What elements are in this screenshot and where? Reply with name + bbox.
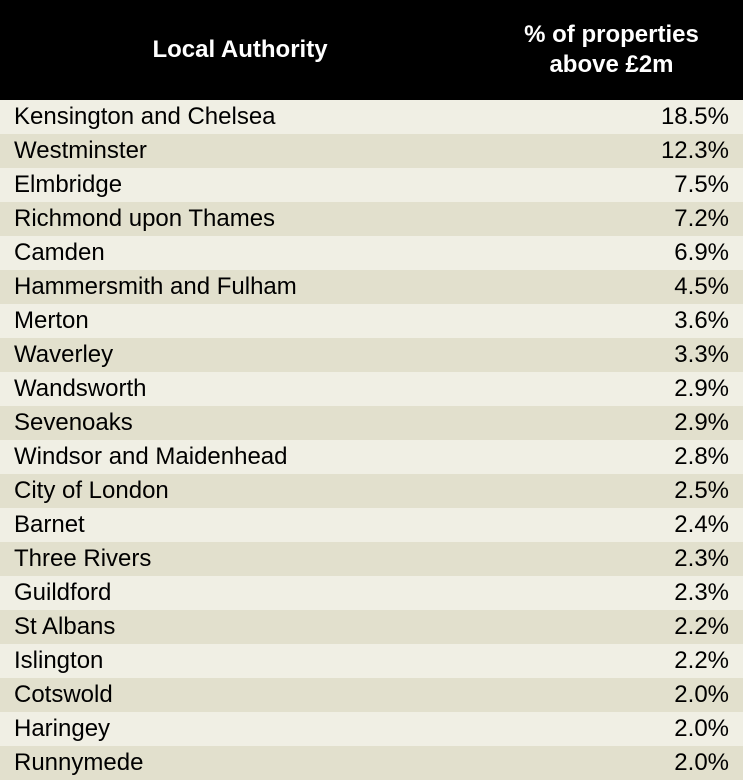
percent-value-cell: 6.9% [480,236,743,270]
authority-name-cell: Three Rivers [0,542,480,576]
table-body: Kensington and Chelsea 18.5% Westminster 12… [0,100,743,780]
column-header-local-authority: Local Authority [0,0,480,100]
percent-value-cell: 2.0% [480,678,743,712]
percent-value-cell: 2.3% [480,542,743,576]
percent-value-cell: 2.2% [480,644,743,678]
authority-name-cell: Islington [0,644,480,678]
percent-value-cell: 2.0% [480,712,743,746]
table-row: Waverley 3.3% [0,338,743,372]
authority-name-cell: Merton [0,304,480,338]
authority-name-cell: Runnymede [0,746,480,780]
authority-name-cell: St Albans [0,610,480,644]
authority-name-cell: Hammersmith and Fulham [0,270,480,304]
percent-value-cell: 7.2% [480,202,743,236]
percent-value-cell: 3.3% [480,338,743,372]
authority-name-cell: Windsor and Maidenhead [0,440,480,474]
authority-name-cell: City of London [0,474,480,508]
table-row: Wandsworth 2.9% [0,372,743,406]
percent-value-cell: 12.3% [480,134,743,168]
table-row: Westminster 12.3% [0,134,743,168]
table-row: Merton 3.6% [0,304,743,338]
authority-name-cell: Haringey [0,712,480,746]
table-row: Elmbridge 7.5% [0,168,743,202]
authority-name-cell: Kensington and Chelsea [0,100,480,134]
column-header-percent-above-2m: % of properties above £2m [480,0,743,100]
percent-value-cell: 2.0% [480,746,743,780]
percent-value-cell: 2.8% [480,440,743,474]
authority-name-cell: Guildford [0,576,480,610]
percent-value-cell: 2.9% [480,406,743,440]
percent-value-cell: 2.2% [480,610,743,644]
percent-value-cell: 3.6% [480,304,743,338]
authority-name-cell: Camden [0,236,480,270]
authority-name-cell: Westminster [0,134,480,168]
table-row: Islington 2.2% [0,644,743,678]
table-row: Three Rivers 2.3% [0,542,743,576]
authority-name-cell: Elmbridge [0,168,480,202]
percent-value-cell: 2.5% [480,474,743,508]
table-row: Richmond upon Thames 7.2% [0,202,743,236]
table-row: Kensington and Chelsea 18.5% [0,100,743,134]
authority-name-cell: Waverley [0,338,480,372]
table-header-row: Local Authority % of properties above £2… [0,0,743,100]
table-row: Hammersmith and Fulham 4.5% [0,270,743,304]
percent-value-cell: 2.4% [480,508,743,542]
table-row: Camden 6.9% [0,236,743,270]
table-row: St Albans 2.2% [0,610,743,644]
percent-value-cell: 2.3% [480,576,743,610]
percent-value-cell: 4.5% [480,270,743,304]
authority-name-cell: Sevenoaks [0,406,480,440]
table-row: Barnet 2.4% [0,508,743,542]
table-row: Runnymede 2.0% [0,746,743,780]
table-row: Cotswold 2.0% [0,678,743,712]
column-header-line-2: above £2m [549,51,674,78]
percent-value-cell: 7.5% [480,168,743,202]
table-row: City of London 2.5% [0,474,743,508]
column-header-line-1: % of properties [524,21,699,48]
table-row: Haringey 2.0% [0,712,743,746]
percent-value-cell: 2.9% [480,372,743,406]
table-row: Sevenoaks 2.9% [0,406,743,440]
percent-value-cell: 18.5% [480,100,743,134]
authority-name-cell: Wandsworth [0,372,480,406]
authority-name-cell: Barnet [0,508,480,542]
table-row: Windsor and Maidenhead 2.8% [0,440,743,474]
authority-name-cell: Richmond upon Thames [0,202,480,236]
table-row: Guildford 2.3% [0,576,743,610]
authority-name-cell: Cotswold [0,678,480,712]
